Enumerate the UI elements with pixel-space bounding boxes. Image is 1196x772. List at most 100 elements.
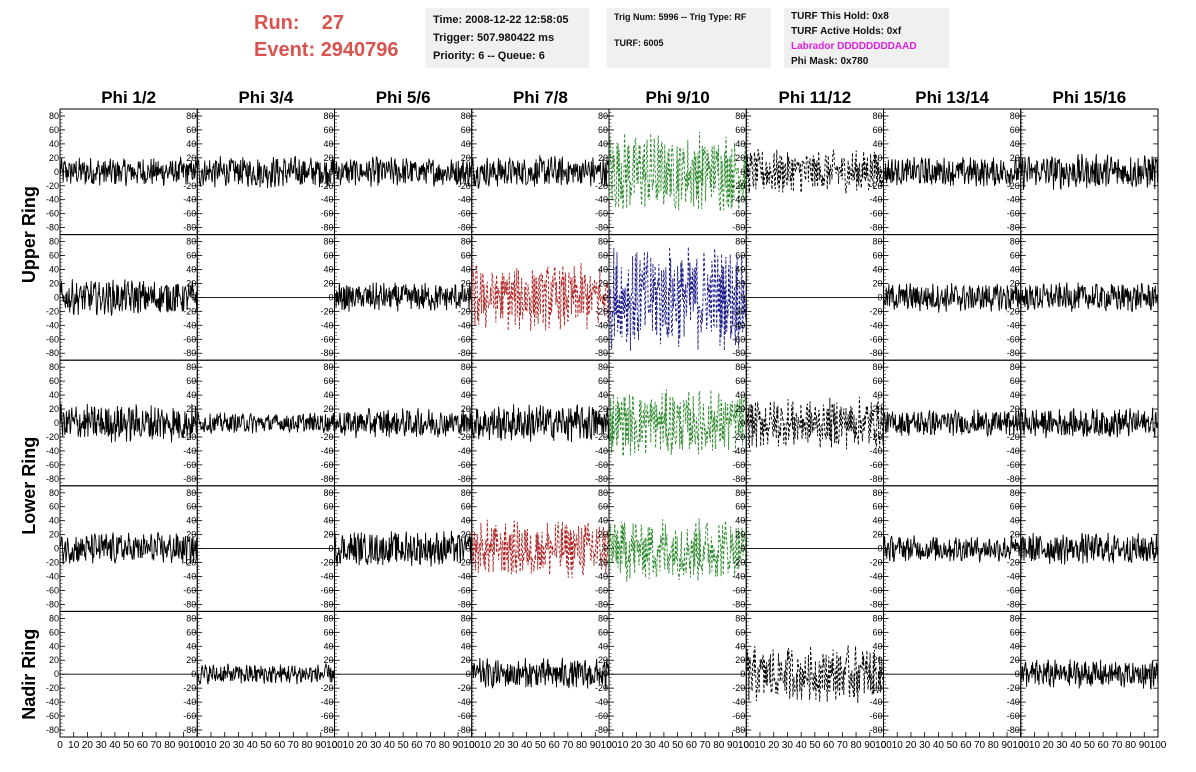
y-tick-label: -80: [1007, 599, 1020, 609]
y-tick-label: 20: [186, 404, 196, 414]
y-tick-label: -80: [869, 223, 882, 233]
y-tick-label: -20: [732, 306, 745, 316]
y-tick-label: 20: [323, 278, 333, 288]
y-tick-label: 80: [1010, 362, 1020, 372]
y-tick-label: 60: [49, 251, 59, 261]
x-tick-label: 80: [301, 740, 313, 751]
y-tick-label: -40: [595, 446, 608, 456]
y-tick-label: 40: [323, 641, 333, 651]
priority-text: Priority: 6 -- Queue: 6: [433, 50, 545, 62]
x-tick-label: 100: [189, 740, 206, 751]
y-tick-label: -60: [1007, 585, 1020, 595]
y-tick-label: 0: [328, 669, 333, 679]
waveform-trace: [471, 404, 610, 443]
y-tick-label: 40: [735, 264, 745, 274]
column-title: Phi 5/6: [376, 88, 431, 107]
y-tick-label: -80: [595, 474, 608, 484]
y-tick-label: 20: [49, 404, 59, 414]
y-tick-label: 40: [1010, 390, 1020, 400]
y-tick-label: 40: [186, 641, 196, 651]
y-tick-label: 40: [186, 139, 196, 149]
y-tick-label: 20: [186, 655, 196, 665]
y-tick-label: -40: [1007, 572, 1020, 582]
y-tick-label: -60: [869, 460, 882, 470]
y-tick-label: -80: [869, 348, 882, 358]
x-tick-label: 70: [974, 740, 986, 751]
x-tick-label: 70: [151, 740, 163, 751]
y-tick-label: 80: [735, 613, 745, 623]
y-tick-label: -20: [869, 683, 882, 693]
x-tick-label: 50: [809, 740, 821, 751]
y-tick-label: -60: [46, 585, 59, 595]
y-tick-label: 20: [461, 655, 471, 665]
y-tick-label: -20: [320, 683, 333, 693]
run-event-label: Run: 27 Event: 2940796: [254, 10, 399, 64]
x-tick-label: 80: [439, 740, 451, 751]
y-tick-label: 60: [323, 627, 333, 637]
y-tick-label: 60: [461, 125, 471, 135]
y-tick-label: -80: [732, 599, 745, 609]
y-tick-label: -60: [1007, 711, 1020, 721]
y-tick-label: -80: [458, 223, 471, 233]
y-tick-label: 20: [1010, 153, 1020, 163]
x-tick-label: 100: [875, 740, 892, 751]
y-tick-label: 20: [461, 530, 471, 540]
x-tick-label: 20: [768, 740, 780, 751]
y-tick-label: -20: [183, 558, 196, 568]
x-tick-label: 60: [411, 740, 423, 751]
x-tick-label: 50: [123, 740, 135, 751]
turf-text: TURF: 6005: [614, 38, 664, 48]
x-tick-label: 20: [219, 740, 231, 751]
y-tick-label: -60: [320, 585, 333, 595]
y-tick-label: -20: [320, 432, 333, 442]
y-tick-label: 80: [598, 613, 608, 623]
y-tick-label: 20: [872, 530, 882, 540]
y-tick-label: -20: [595, 558, 608, 568]
waveform-trace: [1020, 153, 1159, 190]
y-tick-label: 80: [186, 111, 196, 121]
y-tick-label: -80: [732, 474, 745, 484]
y-tick-label: -20: [595, 683, 608, 693]
y-tick-label: -20: [46, 181, 59, 191]
y-tick-label: 60: [323, 502, 333, 512]
y-tick-label: 40: [461, 139, 471, 149]
y-tick-label: -20: [46, 558, 59, 568]
y-tick-label: 0: [1015, 418, 1020, 428]
y-tick-label: 40: [323, 390, 333, 400]
y-tick-label: 40: [49, 641, 59, 651]
event-value: 2940796: [320, 39, 399, 61]
y-tick-label: 20: [735, 153, 745, 163]
y-tick-label: 40: [323, 139, 333, 149]
y-tick-label: -80: [595, 223, 608, 233]
y-tick-label: -80: [46, 599, 59, 609]
y-tick-label: 60: [49, 502, 59, 512]
x-tick-label: 90: [178, 740, 190, 751]
y-tick-label: -40: [1007, 195, 1020, 205]
y-tick-label: 20: [735, 530, 745, 540]
y-tick-label: 60: [1010, 627, 1020, 637]
y-tick-label: 80: [49, 613, 59, 623]
y-tick-label: 0: [877, 544, 882, 554]
y-tick-label: 60: [1010, 502, 1020, 512]
y-tick-label: 60: [735, 251, 745, 261]
y-tick-label: 40: [872, 516, 882, 526]
y-tick-label: 20: [1010, 530, 1020, 540]
y-tick-label: 20: [49, 278, 59, 288]
y-tick-label: -80: [320, 725, 333, 735]
y-tick-label: -80: [46, 223, 59, 233]
y-tick-label: 20: [735, 655, 745, 665]
x-tick-label: 10: [1029, 740, 1041, 751]
y-tick-label: -20: [732, 558, 745, 568]
y-tick-label: -80: [320, 474, 333, 484]
y-tick-label: -40: [458, 320, 471, 330]
y-tick-label: -40: [732, 195, 745, 205]
x-tick-label: 10: [754, 740, 766, 751]
x-tick-label: 60: [549, 740, 561, 751]
waveform-trace: [608, 246, 747, 351]
y-tick-label: 60: [323, 125, 333, 135]
y-tick-label: 0: [603, 167, 608, 177]
column-title: Phi 11/12: [778, 88, 851, 107]
time-text: Time: 2008-12-22 12:58:05: [433, 14, 569, 26]
y-tick-label: 40: [598, 264, 608, 274]
y-tick-label: -20: [869, 432, 882, 442]
